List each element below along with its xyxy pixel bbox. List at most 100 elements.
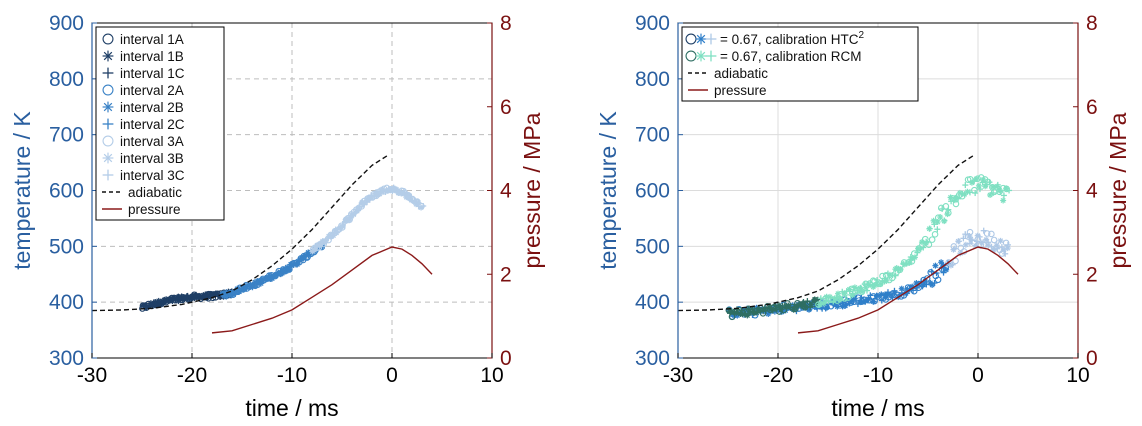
- data-point: [983, 230, 991, 237]
- legend: = 0.67, calibration HTC2 = 0.67, calibrat…: [681, 26, 919, 102]
- data-point: [972, 190, 979, 197]
- legend-label: interval 1A: [120, 32, 184, 47]
- data-point: [976, 233, 983, 240]
- data-point: [964, 188, 971, 195]
- legend-item: interval 1B: [102, 49, 184, 64]
- legend-marker: [102, 118, 114, 130]
- data-point: [960, 235, 967, 242]
- legend-label: adiabatic: [128, 185, 182, 200]
- data-point: [874, 276, 881, 283]
- data-point: [990, 236, 998, 244]
- chart-panel-1: -30 -20 -10 0 1030040050060070080090002468ti…: [9, 12, 545, 421]
- data-point: [807, 304, 814, 311]
- legend-marker: [102, 135, 114, 147]
- data-point: [941, 217, 948, 224]
- y2-axis-label: pressure / MPa: [519, 112, 545, 268]
- y-tick-label: 800: [635, 68, 670, 91]
- y-tick-label: 900: [49, 12, 84, 35]
- chart-panel-2: -30 -20 -10 0 1030040050060070080090002468ti…: [595, 12, 1131, 421]
- legend-label: interval 3B: [120, 151, 184, 166]
- legend-item: interval 1C: [102, 66, 185, 81]
- series-calibration-rcm: [725, 174, 1013, 321]
- y2-tick-label: 6: [500, 96, 512, 119]
- data-point: [834, 303, 841, 310]
- data-point: [865, 296, 872, 303]
- data-point: [967, 236, 974, 243]
- legend-label: = 0.67, calibration RCM: [720, 49, 861, 64]
- y-axis-label: temperature / K: [9, 111, 35, 270]
- y2-tick-label: 4: [500, 180, 512, 203]
- data-point: [945, 209, 952, 217]
- y-tick-label: 300: [635, 347, 670, 370]
- legend-marker: [102, 84, 114, 96]
- legend-box: [95, 26, 225, 221]
- y-ticks-right: 0 2 4 6 8: [1073, 12, 1098, 370]
- data-point: [949, 261, 956, 268]
- y2-axis-label: pressure / MPa: [1105, 112, 1131, 268]
- y2-tick-label: 6: [1086, 96, 1098, 119]
- data-point: [931, 231, 939, 238]
- legend-item: adiabatic: [688, 66, 768, 81]
- data-point: [251, 281, 259, 289]
- legend-item: interval 3B: [102, 151, 184, 166]
- data-point: [843, 301, 850, 308]
- series-interval-1: [139, 288, 235, 312]
- legend-item: pressure: [688, 83, 767, 98]
- y2-tick-label: 0: [1086, 347, 1098, 370]
- y-tick-label: 600: [635, 180, 670, 203]
- series-line-adiabatic: [677, 154, 975, 312]
- data-point: [859, 288, 866, 295]
- x-ticks: -30 -20 -10 0 10: [663, 353, 1090, 387]
- legend-marker: [102, 152, 114, 164]
- x-axis-label: time / ms: [245, 395, 338, 421]
- legend-box: [681, 26, 919, 102]
- legend-item: adiabatic: [102, 185, 182, 200]
- data-point: [1002, 250, 1009, 257]
- legend-item: = 0.67, calibration RCM: [685, 49, 861, 64]
- legend-marker: [705, 50, 717, 62]
- data-point: [937, 213, 944, 220]
- y-tick-label: 500: [635, 235, 670, 258]
- data-point: [951, 245, 958, 252]
- data-point: [420, 202, 427, 209]
- x-tick-label: -30: [77, 364, 107, 387]
- legend-marker: [102, 33, 114, 45]
- data-point: [986, 179, 993, 186]
- data-point: [950, 246, 957, 253]
- legend-marker: [102, 101, 114, 113]
- data-point: [975, 182, 982, 189]
- data-point: [962, 241, 969, 248]
- x-tick-label: 10: [1066, 364, 1089, 387]
- legend-marker: [695, 33, 707, 45]
- y-tick-label: 300: [49, 347, 84, 370]
- data-point: [952, 257, 959, 265]
- y-tick-label: 700: [49, 124, 84, 147]
- data-point: [943, 266, 950, 273]
- series-line-pressure: [797, 246, 1019, 334]
- data-point: [339, 224, 346, 231]
- y-tick-label: 800: [49, 68, 84, 91]
- data-point: [994, 181, 1001, 188]
- legend-marker: [102, 50, 114, 62]
- data-point: [932, 262, 939, 269]
- series-interval-3: [309, 184, 427, 255]
- y-ticks-left: 300 400 500 600 700 800 900: [635, 12, 683, 370]
- data-point: [863, 287, 870, 294]
- y2-tick-label: 4: [1086, 180, 1098, 203]
- legend: interval 1A interval 1B interval 1C interva…: [95, 26, 225, 221]
- data-point: [925, 241, 933, 248]
- legend-item: = 0.67, calibration HTC2: [685, 30, 864, 47]
- legend-marker: [705, 33, 717, 45]
- data-point: [1000, 197, 1007, 204]
- data-point: [892, 272, 899, 279]
- series-line-adiabatic: [91, 154, 389, 312]
- y-tick-label: 600: [49, 180, 84, 203]
- series-line-pressure: [211, 246, 433, 334]
- legend-item: interval 3A: [102, 134, 184, 149]
- data-point: [889, 294, 896, 301]
- legend-label: adiabatic: [714, 66, 768, 81]
- data-point: [934, 276, 942, 284]
- y-axis-label: temperature / K: [595, 111, 621, 270]
